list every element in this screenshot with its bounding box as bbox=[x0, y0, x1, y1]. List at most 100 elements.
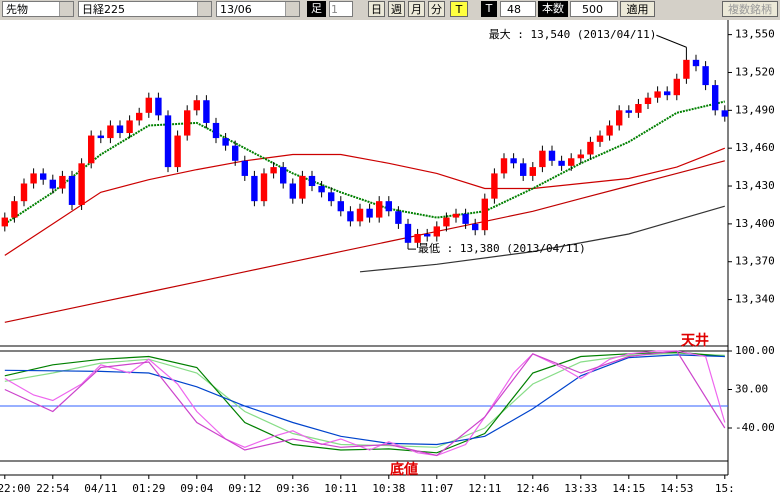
candle-body bbox=[481, 198, 488, 231]
symbol-type-select[interactable]: 先物 bbox=[2, 1, 74, 17]
candle-body bbox=[625, 110, 632, 113]
contract-select[interactable]: 13/06 bbox=[216, 1, 300, 17]
candle-body bbox=[299, 175, 306, 199]
multi-button[interactable]: 複数銘柄 bbox=[722, 1, 778, 17]
candle-body bbox=[260, 173, 268, 202]
candle-body bbox=[68, 175, 76, 205]
bar-label: 足 bbox=[307, 1, 326, 17]
x-tick-label: 04/11 bbox=[84, 482, 117, 495]
candle-body bbox=[203, 100, 210, 123]
candle-body bbox=[280, 167, 287, 184]
count-input[interactable]: 500 bbox=[570, 1, 618, 17]
candle-body bbox=[462, 213, 469, 224]
candle-body bbox=[155, 97, 162, 116]
candle-body bbox=[683, 59, 690, 79]
y-tick-label: 13,460 bbox=[735, 141, 775, 154]
x-tick-label: 10:11 bbox=[324, 482, 357, 495]
candle-body bbox=[232, 145, 239, 161]
x-tick-label: 13:33 bbox=[564, 482, 597, 495]
candle-body bbox=[318, 186, 325, 193]
minute-button[interactable]: 分 bbox=[428, 1, 445, 17]
y-tick-label: 13,490 bbox=[735, 103, 775, 116]
candle-body bbox=[654, 91, 661, 98]
candle-body bbox=[712, 85, 719, 111]
x-tick-label: 09:12 bbox=[228, 482, 261, 495]
x-tick-label: 14:53 bbox=[660, 482, 693, 495]
x-tick-label: 14:15 bbox=[612, 482, 645, 495]
x-tick-label: 10:38 bbox=[372, 482, 405, 495]
candle-body bbox=[568, 158, 575, 166]
week-button[interactable]: 週 bbox=[388, 1, 405, 17]
candle-body bbox=[308, 175, 316, 187]
candle-body bbox=[452, 213, 460, 218]
candle-body bbox=[11, 201, 18, 218]
month-button[interactable]: 月 bbox=[408, 1, 425, 17]
candle-body bbox=[520, 163, 527, 176]
candle-body bbox=[30, 173, 37, 184]
oscillator-line bbox=[4, 350, 726, 457]
bar-count-input[interactable]: 1 bbox=[329, 1, 353, 17]
candle-body bbox=[88, 135, 95, 164]
oscillator-line bbox=[4, 351, 725, 454]
tick-label: T bbox=[481, 1, 497, 17]
candle-body bbox=[1, 217, 8, 227]
symbol-select[interactable]: 日経225 bbox=[78, 1, 212, 17]
candle-body bbox=[433, 226, 440, 237]
candle-body bbox=[174, 135, 181, 168]
y-tick-label: 13,400 bbox=[735, 217, 775, 230]
candle-body bbox=[222, 138, 229, 146]
candle-body bbox=[356, 208, 364, 222]
candle-body bbox=[443, 217, 450, 227]
x-tick-label: 15: bbox=[715, 482, 735, 495]
top-annotation: 天井 bbox=[681, 332, 709, 349]
candle-body bbox=[500, 158, 508, 174]
candle-body bbox=[97, 135, 104, 139]
candle-body bbox=[164, 115, 172, 168]
day-button[interactable]: 日 bbox=[368, 1, 385, 17]
candle-body bbox=[587, 141, 594, 155]
candle-body bbox=[596, 135, 604, 142]
toolbar: 先物 日経225 13/06 足 1 日 週 月 分 T T 48 本数 500… bbox=[0, 0, 780, 20]
candle-body bbox=[107, 125, 114, 139]
candle-body bbox=[424, 233, 431, 237]
candle-body bbox=[347, 211, 354, 222]
candle-body bbox=[529, 167, 536, 176]
candle-body bbox=[251, 175, 258, 202]
moving-average bbox=[4, 160, 725, 323]
candle-body bbox=[510, 158, 517, 164]
candle-body bbox=[20, 183, 28, 202]
max-label: 最大 : 13,540 (2013/04/11) bbox=[489, 27, 657, 41]
count-label: 本数 bbox=[538, 1, 568, 17]
candle-body bbox=[145, 97, 152, 113]
tick-button[interactable]: T bbox=[450, 1, 468, 17]
x-tick-label: 09:36 bbox=[276, 482, 309, 495]
moving-average bbox=[4, 100, 726, 225]
candle-body bbox=[395, 211, 402, 224]
candle-body bbox=[59, 175, 66, 189]
y-tick-label: -40.00 bbox=[735, 421, 775, 434]
candle-body bbox=[136, 112, 143, 121]
tick-input[interactable]: 48 bbox=[500, 1, 536, 17]
candle-body bbox=[328, 192, 335, 202]
moving-average bbox=[4, 147, 726, 256]
min-label: 最低 : 13,380 (2013/04/11) bbox=[418, 242, 586, 255]
candle-body bbox=[577, 154, 584, 159]
candle-body bbox=[558, 160, 565, 166]
x-tick-label: 01:29 bbox=[132, 482, 165, 495]
y-tick-label: 13,340 bbox=[735, 293, 775, 306]
x-tick-label: 12:11 bbox=[468, 482, 501, 495]
candle-body bbox=[673, 78, 680, 96]
candle-body bbox=[635, 104, 642, 113]
candle-body bbox=[472, 223, 479, 231]
candle-body bbox=[385, 201, 392, 212]
candle-body bbox=[692, 59, 700, 67]
candle-body bbox=[366, 208, 373, 218]
y-tick-label: 13,520 bbox=[735, 65, 775, 78]
moving-average bbox=[359, 205, 725, 273]
candle-body bbox=[376, 201, 383, 218]
candle-body bbox=[49, 179, 56, 189]
apply-button[interactable]: 適用 bbox=[620, 1, 655, 17]
y-tick-label: 13,370 bbox=[735, 255, 775, 268]
